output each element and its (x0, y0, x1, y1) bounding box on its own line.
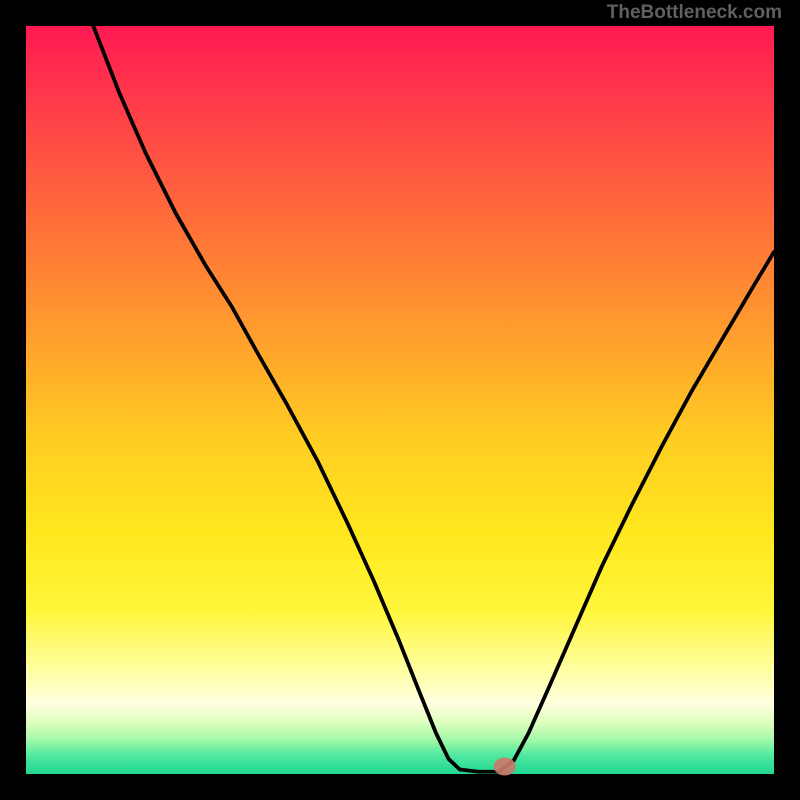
watermark-text: TheBottleneck.com (607, 2, 782, 24)
chart-svg (0, 0, 800, 800)
optimal-marker (494, 758, 516, 776)
bottleneck-chart: TheBottleneck.com (0, 0, 800, 800)
